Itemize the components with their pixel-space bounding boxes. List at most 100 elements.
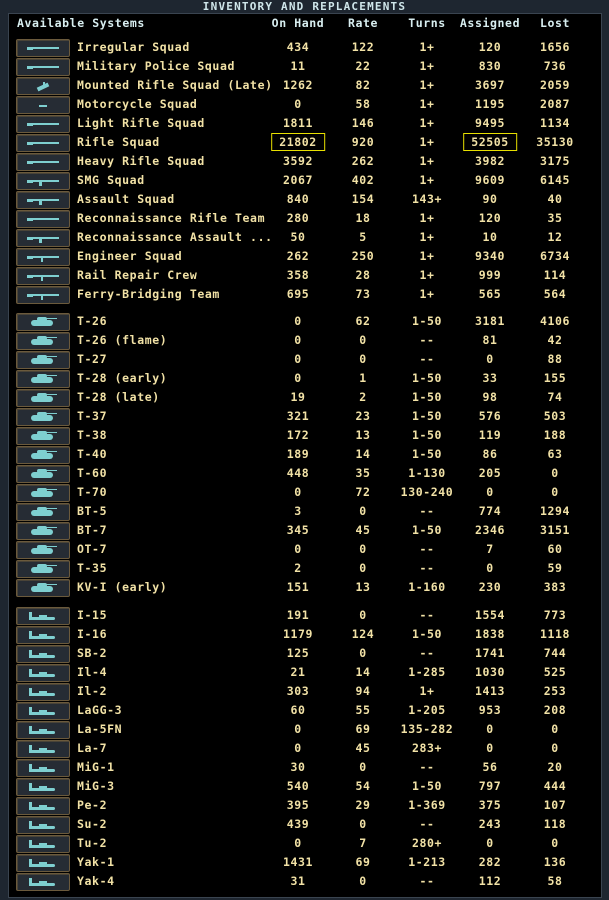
unit-icon-button[interactable] bbox=[16, 313, 70, 331]
unit-icon-button[interactable] bbox=[16, 778, 70, 796]
table-row[interactable]: KV-I (early) 151 13 1-160 230 383 bbox=[0, 578, 609, 597]
table-row[interactable]: T-26 0 62 1-50 3181 4106 bbox=[0, 312, 609, 331]
table-row[interactable]: Reconnaissance Rifle Team 280 18 1+ 120 35 bbox=[0, 209, 609, 228]
table-row[interactable]: T-37 321 23 1-50 576 503 bbox=[0, 407, 609, 426]
unit-icon-button[interactable] bbox=[16, 721, 70, 739]
unit-icon-button[interactable] bbox=[16, 351, 70, 369]
unit-icon-button[interactable] bbox=[16, 332, 70, 350]
unit-icon-button[interactable] bbox=[16, 854, 70, 872]
table-row[interactable]: Heavy Rifle Squad 3592 262 1+ 3982 3175 bbox=[0, 152, 609, 171]
table-row[interactable]: BT-7 345 45 1-50 2346 3151 bbox=[0, 521, 609, 540]
unit-icon-button[interactable] bbox=[16, 607, 70, 625]
header-rate[interactable]: Rate bbox=[347, 16, 379, 30]
table-row[interactable]: MiG-1 30 0 -- 56 20 bbox=[0, 758, 609, 777]
table-row[interactable]: Yak-4 31 0 -- 112 58 bbox=[0, 872, 609, 891]
unit-icon-button[interactable] bbox=[16, 191, 70, 209]
header-assigned[interactable]: Assigned bbox=[459, 16, 521, 30]
table-row[interactable]: Reconnaissance Assault ... 50 5 1+ 10 12 bbox=[0, 228, 609, 247]
unit-icon-button[interactable] bbox=[16, 172, 70, 190]
table-row[interactable]: La-7 0 45 283+ 0 0 bbox=[0, 739, 609, 758]
header-turns[interactable]: Turns bbox=[408, 16, 446, 30]
unit-icon-button[interactable] bbox=[16, 465, 70, 483]
unit-icon-button[interactable] bbox=[16, 740, 70, 758]
unit-icon-button[interactable] bbox=[16, 77, 70, 95]
turns-value: -- bbox=[419, 646, 435, 660]
table-row[interactable]: Il-2 303 94 1+ 1413 253 bbox=[0, 682, 609, 701]
unit-icon-button[interactable] bbox=[16, 248, 70, 266]
unit-icon-button[interactable] bbox=[16, 229, 70, 247]
unit-icon-button[interactable] bbox=[16, 153, 70, 171]
table-row[interactable]: Yak-1 1431 69 1-213 282 136 bbox=[0, 853, 609, 872]
table-row[interactable]: Motorcycle Squad 0 58 1+ 1195 2087 bbox=[0, 95, 609, 114]
table-row[interactable]: Engineer Squad 262 250 1+ 9340 6734 bbox=[0, 247, 609, 266]
unit-icon-button[interactable] bbox=[16, 389, 70, 407]
unit-icon-button[interactable] bbox=[16, 484, 70, 502]
tank-icon bbox=[45, 394, 57, 395]
unit-icon-button[interactable] bbox=[16, 541, 70, 559]
unit-icon-button[interactable] bbox=[16, 408, 70, 426]
unit-icon-button[interactable] bbox=[16, 522, 70, 540]
rate-value: 250 bbox=[351, 249, 375, 263]
table-row[interactable]: T-40 189 14 1-50 86 63 bbox=[0, 445, 609, 464]
unit-icon-button[interactable] bbox=[16, 683, 70, 701]
table-row[interactable]: Pe-2 395 29 1-369 375 107 bbox=[0, 796, 609, 815]
table-row[interactable]: Military Police Squad 11 22 1+ 830 736 bbox=[0, 57, 609, 76]
unit-icon-button[interactable] bbox=[16, 579, 70, 597]
table-row[interactable]: Tu-2 0 7 280+ 0 0 bbox=[0, 834, 609, 853]
unit-icon-button[interactable] bbox=[16, 446, 70, 464]
table-row[interactable]: Rail Repair Crew 358 28 1+ 999 114 bbox=[0, 266, 609, 285]
header-on-hand[interactable]: On Hand bbox=[271, 16, 325, 30]
table-row[interactable]: T-35 2 0 -- 0 59 bbox=[0, 559, 609, 578]
unit-icon-button[interactable] bbox=[16, 560, 70, 578]
header-lost[interactable]: Lost bbox=[539, 16, 571, 30]
aircraft-icon bbox=[29, 807, 55, 810]
table-row[interactable]: Su-2 439 0 -- 243 118 bbox=[0, 815, 609, 834]
unit-icon-button[interactable] bbox=[16, 873, 70, 891]
unit-icon-button[interactable] bbox=[16, 664, 70, 682]
unit-icon-button[interactable] bbox=[16, 267, 70, 285]
unit-icon-button[interactable] bbox=[16, 816, 70, 834]
table-row[interactable]: Rifle Squad 21802 920 1+ 52505 35130 bbox=[0, 133, 609, 152]
table-row[interactable]: T-28 (early) 0 1 1-50 33 155 bbox=[0, 369, 609, 388]
unit-icon-button[interactable] bbox=[16, 626, 70, 644]
table-row[interactable]: MiG-3 540 54 1-50 797 444 bbox=[0, 777, 609, 796]
unit-icon-button[interactable] bbox=[16, 797, 70, 815]
table-row[interactable]: BT-5 3 0 -- 774 1294 bbox=[0, 502, 609, 521]
unit-icon-button[interactable] bbox=[16, 759, 70, 777]
table-row[interactable]: Assault Squad 840 154 143+ 90 40 bbox=[0, 190, 609, 209]
table-row[interactable]: T-28 (late) 19 2 1-50 98 74 bbox=[0, 388, 609, 407]
unit-icon-button[interactable] bbox=[16, 210, 70, 228]
unit-icon-button[interactable] bbox=[16, 134, 70, 152]
engineer-icon bbox=[27, 256, 33, 259]
table-row[interactable]: I-15 191 0 -- 1554 773 bbox=[0, 606, 609, 625]
table-row[interactable]: Irregular Squad 434 122 1+ 120 1656 bbox=[0, 38, 609, 57]
unit-icon-button[interactable] bbox=[16, 39, 70, 57]
unit-icon-button[interactable] bbox=[16, 702, 70, 720]
table-row[interactable]: T-70 0 72 130-240 0 0 bbox=[0, 483, 609, 502]
unit-icon-button[interactable] bbox=[16, 96, 70, 114]
header-available-systems[interactable]: Available Systems bbox=[17, 16, 145, 30]
unit-icon-button[interactable] bbox=[16, 427, 70, 445]
table-row[interactable]: LaGG-3 60 55 1-205 953 208 bbox=[0, 701, 609, 720]
unit-icon-button[interactable] bbox=[16, 645, 70, 663]
unit-icon-button[interactable] bbox=[16, 835, 70, 853]
unit-icon-button[interactable] bbox=[16, 503, 70, 521]
unit-icon-button[interactable] bbox=[16, 286, 70, 304]
table-row[interactable]: I-16 1179 124 1-50 1838 1118 bbox=[0, 625, 609, 644]
table-row[interactable]: Il-4 21 14 1-285 1030 525 bbox=[0, 663, 609, 682]
table-row[interactable]: T-26 (flame) 0 0 -- 81 42 bbox=[0, 331, 609, 350]
table-row[interactable]: OT-7 0 0 -- 7 60 bbox=[0, 540, 609, 559]
unit-icon-button[interactable] bbox=[16, 58, 70, 76]
table-row[interactable]: SMG Squad 2067 402 1+ 9609 6145 bbox=[0, 171, 609, 190]
table-row[interactable]: Ferry-Bridging Team 695 73 1+ 565 564 bbox=[0, 285, 609, 304]
table-row[interactable]: SB-2 125 0 -- 1741 744 bbox=[0, 644, 609, 663]
table-row[interactable]: Mounted Rifle Squad (Late) 1262 82 1+ 3697 20… bbox=[0, 76, 609, 95]
unit-icon-button[interactable] bbox=[16, 115, 70, 133]
unit-icon-button[interactable] bbox=[16, 370, 70, 388]
table-row[interactable]: La-5FN 0 69 135-282 0 0 bbox=[0, 720, 609, 739]
aircraft-icon bbox=[39, 881, 47, 883]
table-row[interactable]: T-27 0 0 -- 0 88 bbox=[0, 350, 609, 369]
table-row[interactable]: Light Rifle Squad 1811 146 1+ 9495 1134 bbox=[0, 114, 609, 133]
table-row[interactable]: T-38 172 13 1-50 119 188 bbox=[0, 426, 609, 445]
table-row[interactable]: T-60 448 35 1-130 205 0 bbox=[0, 464, 609, 483]
